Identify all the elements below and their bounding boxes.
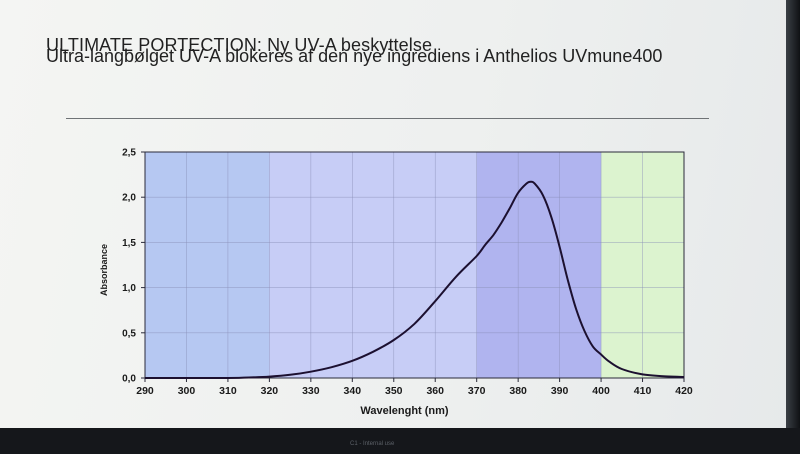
y-tick-label: 1,0 [122, 283, 136, 294]
slide-subtitle: Ultra-langbølget UV-A blokeres af den ny… [46, 46, 663, 66]
monitor-edge [786, 0, 800, 428]
y-tick-label: 0,0 [122, 374, 136, 385]
y-tick-label: 2,5 [122, 148, 136, 159]
x-tick-label: 400 [592, 385, 610, 397]
x-tick-label: 320 [261, 385, 279, 397]
x-tick-label: 360 [426, 385, 444, 397]
x-tick-label: 290 [136, 385, 154, 397]
x-axis-ticks: 290 300 310 320 330 340 350 360 370 380 390 400 410 4… [136, 378, 693, 397]
band-2 [476, 152, 602, 378]
band-1 [269, 152, 477, 378]
y-axis-ticks: 0,0 0,5 1,0 1,5 2,0 2,5 [122, 148, 145, 385]
x-tick-label: 300 [178, 385, 196, 397]
x-tick-label: 310 [219, 385, 237, 397]
x-tick-label: 390 [551, 385, 569, 397]
slide-title: ULTIMATE PORTECTION: Ny UV-A beskyttelse [46, 35, 433, 55]
x-axis-label: Wavelenght (nm) [360, 405, 449, 417]
absorbance-curve [144, 180, 685, 380]
x-tick-label: 380 [509, 385, 527, 397]
absorbance-chart: 0,0 0,5 1,0 1,5 2,0 2,5 290 300 310 320 330 340 350… [99, 148, 693, 417]
y-tick-label: 1,5 [122, 238, 136, 249]
wavelength-bands [145, 152, 684, 378]
slide-screen: ULTIMATE PORTECTION: Ny UV-A beskyttelse… [0, 0, 800, 428]
plot-frame [144, 151, 685, 379]
x-tick-label: 340 [344, 385, 362, 397]
y-axis-label: Absorbance [99, 244, 109, 296]
x-tick-label: 420 [675, 385, 693, 397]
x-tick-label: 370 [468, 385, 486, 397]
taskbar-label: C1 - Internal use [350, 441, 395, 447]
title-divider [66, 118, 709, 119]
monitor-bezel [0, 428, 800, 454]
band-0 [145, 152, 270, 378]
x-tick-label: 330 [302, 385, 320, 397]
y-tick-label: 2,0 [122, 193, 136, 204]
x-tick-label: 410 [634, 385, 652, 397]
y-tick-label: 0,5 [122, 328, 136, 339]
x-tick-label: 350 [385, 385, 403, 397]
